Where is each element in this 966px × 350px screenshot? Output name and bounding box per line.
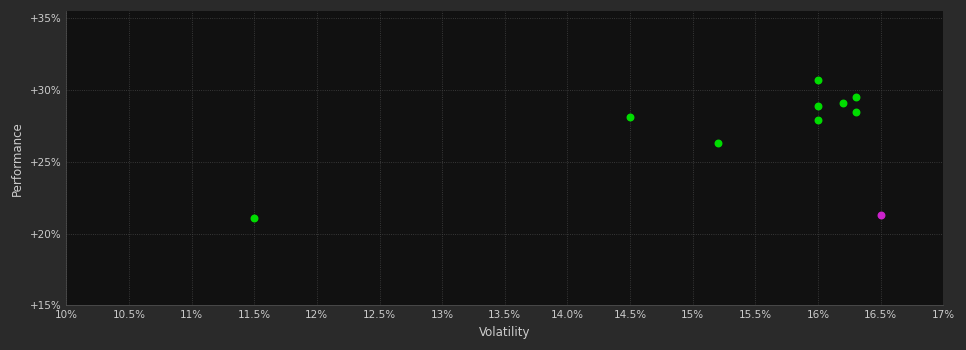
Point — [810, 103, 826, 109]
Point — [810, 77, 826, 83]
Point — [836, 100, 851, 106]
Point — [246, 215, 262, 221]
Point — [622, 114, 638, 120]
Point — [848, 94, 864, 100]
Y-axis label: Performance: Performance — [12, 121, 24, 196]
Point — [848, 109, 864, 114]
Point — [810, 118, 826, 123]
Point — [873, 212, 889, 218]
X-axis label: Volatility: Volatility — [479, 326, 530, 339]
Point — [710, 140, 725, 146]
